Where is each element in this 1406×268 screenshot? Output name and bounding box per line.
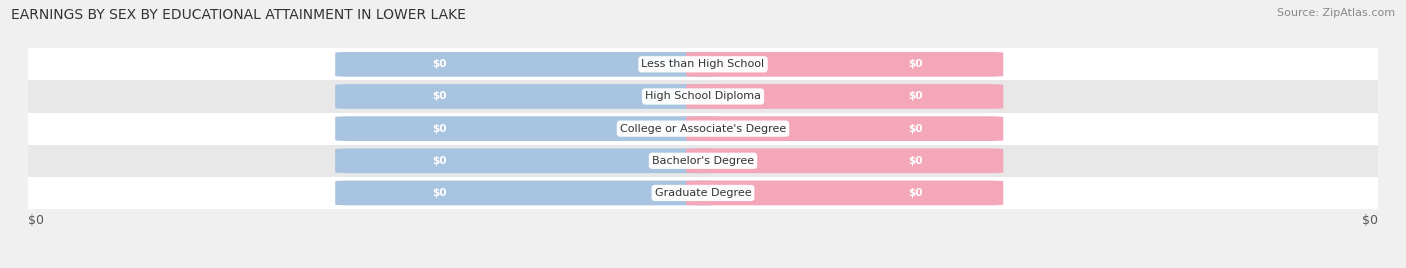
Text: $0: $0 — [433, 156, 447, 166]
FancyBboxPatch shape — [686, 84, 1004, 109]
FancyBboxPatch shape — [686, 116, 1004, 141]
Text: College or Associate's Degree: College or Associate's Degree — [620, 124, 786, 134]
Text: Source: ZipAtlas.com: Source: ZipAtlas.com — [1277, 8, 1395, 18]
Bar — [28, 177, 1378, 209]
FancyBboxPatch shape — [686, 181, 1004, 205]
FancyBboxPatch shape — [686, 52, 1004, 77]
FancyBboxPatch shape — [335, 52, 720, 77]
Text: $0: $0 — [433, 91, 447, 102]
Bar — [28, 113, 1378, 145]
Legend: Male, Female: Male, Female — [630, 263, 776, 268]
Text: $0: $0 — [433, 188, 447, 198]
Text: Graduate Degree: Graduate Degree — [655, 188, 751, 198]
Text: Bachelor's Degree: Bachelor's Degree — [652, 156, 754, 166]
FancyBboxPatch shape — [335, 148, 720, 173]
Text: $0: $0 — [908, 91, 922, 102]
Text: High School Diploma: High School Diploma — [645, 91, 761, 102]
Text: EARNINGS BY SEX BY EDUCATIONAL ATTAINMENT IN LOWER LAKE: EARNINGS BY SEX BY EDUCATIONAL ATTAINMEN… — [11, 8, 467, 22]
FancyBboxPatch shape — [335, 181, 720, 205]
FancyBboxPatch shape — [335, 84, 720, 109]
Text: $0: $0 — [908, 59, 922, 69]
Text: $0: $0 — [433, 59, 447, 69]
Text: $0: $0 — [433, 124, 447, 134]
Bar — [28, 48, 1378, 80]
Bar — [28, 80, 1378, 113]
Text: Less than High School: Less than High School — [641, 59, 765, 69]
Text: $0: $0 — [908, 124, 922, 134]
Text: $0: $0 — [908, 156, 922, 166]
Text: $0: $0 — [908, 188, 922, 198]
Text: $0: $0 — [28, 214, 44, 227]
FancyBboxPatch shape — [335, 116, 720, 141]
FancyBboxPatch shape — [686, 148, 1004, 173]
Text: $0: $0 — [1362, 214, 1378, 227]
Bar — [28, 145, 1378, 177]
